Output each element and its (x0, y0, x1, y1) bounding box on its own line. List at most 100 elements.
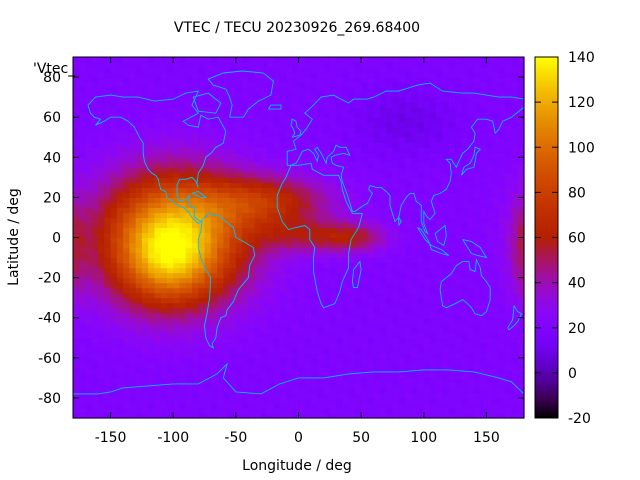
heatmap-cell (423, 197, 431, 203)
heatmap-cell (411, 217, 419, 224)
heatmap-cell (204, 297, 212, 304)
heatmap-cell (173, 77, 181, 83)
heatmap-cell (217, 407, 224, 414)
heatmap-cell (304, 192, 312, 198)
heatmap-cell (235, 317, 243, 324)
heatmap-cell (417, 227, 425, 234)
heatmap-cell (85, 122, 93, 128)
heatmap-cell (304, 392, 312, 399)
heatmap-cell (323, 372, 331, 379)
heatmap-cell (317, 222, 325, 229)
heatmap-cell (442, 237, 450, 244)
heatmap-cell (98, 302, 105, 309)
heatmap-cell (329, 152, 337, 158)
heatmap-cell (198, 352, 206, 359)
heatmap-cell (235, 197, 243, 203)
heatmap-cell (154, 282, 162, 289)
heatmap-cell (498, 107, 506, 113)
heatmap-cell (160, 247, 168, 254)
heatmap-cell (379, 287, 387, 294)
heatmap-cell (242, 312, 249, 319)
heatmap-cell (373, 147, 381, 153)
heatmap-cell (486, 307, 494, 314)
heatmap-cell (373, 362, 381, 369)
heatmap-cell (423, 132, 431, 138)
heatmap-cell (248, 367, 256, 374)
heatmap-cell (229, 187, 237, 193)
heatmap-cell (329, 117, 337, 123)
heatmap-cell (292, 387, 300, 394)
heatmap-cell (436, 392, 444, 399)
heatmap-cell (148, 327, 156, 334)
heatmap-cell (123, 237, 130, 244)
heatmap-cell (354, 282, 362, 289)
heatmap-cell (135, 232, 143, 239)
heatmap-cell (185, 347, 193, 354)
heatmap-cell (198, 337, 206, 344)
heatmap-cell (336, 182, 343, 188)
heatmap-cell (448, 332, 456, 339)
heatmap-cell (116, 387, 124, 394)
heatmap-cell (242, 227, 249, 234)
heatmap-cell (273, 387, 281, 394)
heatmap-cell (473, 302, 481, 309)
heatmap-cell (204, 247, 212, 254)
heatmap-cell (242, 97, 249, 103)
heatmap-cell (110, 202, 118, 209)
heatmap-cell (480, 197, 488, 203)
heatmap-cell (442, 222, 450, 229)
heatmap-cell (154, 67, 162, 73)
heatmap-cell (423, 207, 431, 214)
heatmap-cell (311, 392, 318, 399)
heatmap-cell (116, 272, 124, 279)
heatmap-cell (461, 352, 469, 359)
heatmap-cell (411, 97, 419, 103)
heatmap-cell (417, 62, 425, 68)
heatmap-cell (398, 187, 406, 193)
heatmap-cell (467, 262, 475, 269)
heatmap-cell (204, 282, 212, 289)
heatmap-cell (179, 192, 187, 198)
heatmap-cell (461, 247, 469, 254)
heatmap-cell (436, 202, 444, 209)
heatmap-cell (279, 182, 287, 188)
heatmap-cell (498, 92, 506, 98)
heatmap-cell (404, 322, 412, 329)
heatmap-cell (98, 172, 105, 178)
heatmap-cell (260, 212, 268, 219)
heatmap-cell (304, 362, 312, 369)
heatmap-cell (217, 312, 224, 319)
heatmap-cell (141, 412, 149, 419)
heatmap-cell (160, 322, 168, 329)
heatmap-cell (392, 357, 400, 364)
heatmap-cell (198, 107, 206, 113)
heatmap-cell (379, 322, 387, 329)
heatmap-cell (217, 147, 224, 153)
heatmap-cell (210, 227, 218, 234)
heatmap-cell (348, 397, 356, 404)
heatmap-cell (123, 222, 130, 229)
heatmap-cell (354, 237, 362, 244)
heatmap-cell (273, 257, 281, 264)
heatmap-cell (498, 132, 506, 138)
heatmap-cell (279, 67, 287, 73)
heatmap-cell (348, 217, 356, 224)
heatmap-cell (79, 122, 87, 128)
heatmap-cell (455, 392, 462, 399)
heatmap-cell (342, 317, 350, 324)
heatmap-cell (348, 152, 356, 158)
heatmap-cell (210, 107, 218, 113)
heatmap-cell (486, 57, 494, 63)
heatmap-cell (455, 192, 462, 198)
heatmap-cell (348, 382, 356, 389)
heatmap-cell (411, 357, 419, 364)
heatmap-cell (135, 282, 143, 289)
heatmap-cell (455, 337, 462, 344)
heatmap-cell (248, 302, 256, 309)
heatmap-cell (461, 82, 469, 88)
heatmap-cell (505, 367, 513, 374)
heatmap-cell (442, 147, 450, 153)
heatmap-cell (298, 387, 306, 394)
heatmap-cell (379, 232, 387, 239)
heatmap-cell (198, 157, 206, 163)
